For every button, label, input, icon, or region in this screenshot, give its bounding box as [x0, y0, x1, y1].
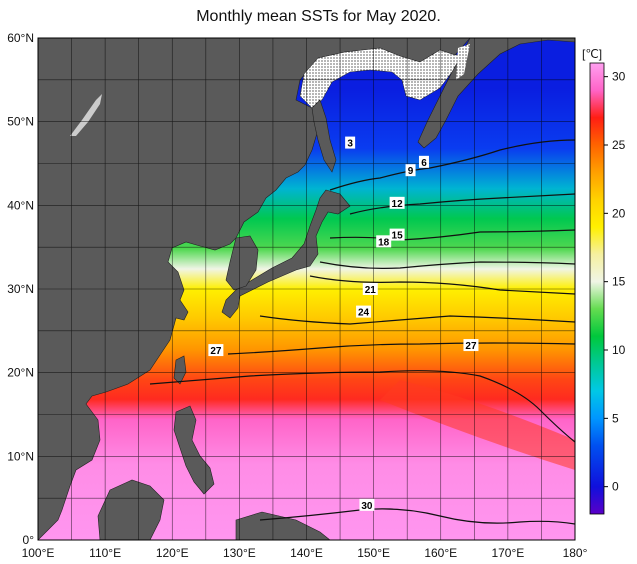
contour-label-text: 3 — [347, 139, 353, 150]
contour-label: 3 — [345, 136, 356, 150]
contour-label-text: 30 — [361, 501, 373, 512]
colorbar-tick-label: 30 — [612, 70, 626, 84]
map-frame — [37, 37, 576, 541]
sakhalin — [311, 99, 337, 173]
contour-label-box — [389, 196, 405, 209]
contour-label: 27 — [463, 339, 479, 352]
kuril-ice — [456, 44, 470, 80]
contour-label-box — [356, 305, 372, 318]
contour-label-box — [362, 283, 378, 295]
longitude-tick-labels: 100°E 110°E 120°E 130°E 140°E 150°E 160°E 170°E… — [22, 546, 588, 560]
longitude-tick-label: 150°E — [357, 546, 390, 560]
contour-label-box — [345, 136, 356, 149]
borneo — [97, 479, 165, 540]
latitude-tick-label: 60°N — [7, 31, 34, 45]
philippines — [173, 405, 215, 495]
contour-label-text: 27 — [210, 346, 222, 357]
contour-label: 6 — [418, 155, 429, 169]
latitude-tick-labels: 0° 10°N 20°N 30°N 40°N 50°N 60°N — [7, 31, 34, 547]
contour-label: 30 — [359, 498, 375, 512]
contour-label: 21 — [362, 283, 378, 296]
contour-label-text: 15 — [392, 231, 404, 242]
contour-label-text: 12 — [392, 199, 404, 210]
contour-label-text: 9 — [408, 166, 414, 177]
contour-label-text: 24 — [358, 308, 370, 319]
contour-label: 15 — [389, 228, 405, 242]
contour-label-text: 27 — [465, 341, 477, 352]
contour-label: 24 — [356, 305, 372, 319]
latitude-tick-label: 40°N — [7, 198, 34, 212]
korea — [225, 235, 259, 291]
contour-label-box — [389, 228, 405, 241]
japan — [221, 189, 351, 319]
longitude-tick-label: 160°E — [424, 546, 457, 560]
colorbar-tick-label: 10 — [612, 343, 626, 357]
contour-label-text: 6 — [421, 158, 427, 169]
longitude-tick-label: 110°E — [89, 546, 121, 560]
colorbar-tick-label: 20 — [612, 206, 626, 220]
contour-label: 27 — [208, 344, 224, 357]
latitude-tick-label: 20°N — [7, 366, 34, 380]
contour-label-text: 18 — [378, 237, 390, 248]
contour-label-box — [376, 235, 392, 248]
latitude-tick-label: 50°N — [7, 115, 34, 129]
longitude-tick-label: 170°E — [491, 546, 524, 560]
longitude-tick-label: 140°E — [290, 546, 323, 560]
contour-label-box — [359, 498, 375, 511]
contour-label-box — [405, 164, 416, 177]
taiwan — [173, 355, 187, 385]
contour-label-box — [418, 155, 429, 168]
longitude-tick-label: 120°E — [156, 546, 189, 560]
map-title: Monthly mean SSTs for May 2020. — [196, 8, 441, 25]
sst-contours — [149, 139, 575, 525]
colorbar-ticks: 0 5 10 15 20 25 30 — [604, 70, 626, 494]
colorbar-tick-label: 25 — [612, 138, 626, 152]
contour-label-box — [208, 344, 224, 357]
lake-baikal — [70, 94, 102, 136]
colorbar-unit: [℃] — [582, 47, 602, 61]
latitude-tick-label: 10°N — [7, 449, 34, 463]
contour-label: 12 — [389, 196, 405, 210]
contour-label-text: 21 — [365, 285, 377, 296]
latitude-tick-label: 0° — [23, 533, 35, 547]
colorbar-tick-label: 0 — [612, 480, 619, 494]
colorbar-bar — [589, 62, 605, 515]
latitude-tick-label: 30°N — [7, 282, 34, 296]
longitude-tick-label: 130°E — [223, 546, 256, 560]
longitude-tick-label: 180° — [563, 546, 588, 560]
colorbar-tick-label: 5 — [612, 411, 619, 425]
contour-label: 9 — [405, 164, 416, 177]
colorbar-tick-label: 15 — [612, 275, 626, 289]
longitude-tick-label: 100°E — [22, 546, 55, 560]
contour-label: 18 — [376, 235, 392, 248]
ocean-warm-tongue — [380, 380, 575, 470]
colorbar: [℃] 0 5 10 15 20 25 30 — [582, 47, 626, 515]
contour-label-box — [463, 339, 479, 352]
